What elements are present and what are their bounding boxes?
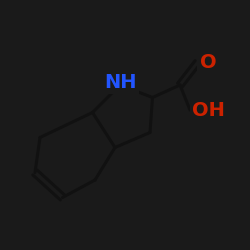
- Text: O: O: [200, 53, 216, 72]
- Text: NH: NH: [104, 72, 136, 92]
- Text: OH: OH: [192, 100, 225, 119]
